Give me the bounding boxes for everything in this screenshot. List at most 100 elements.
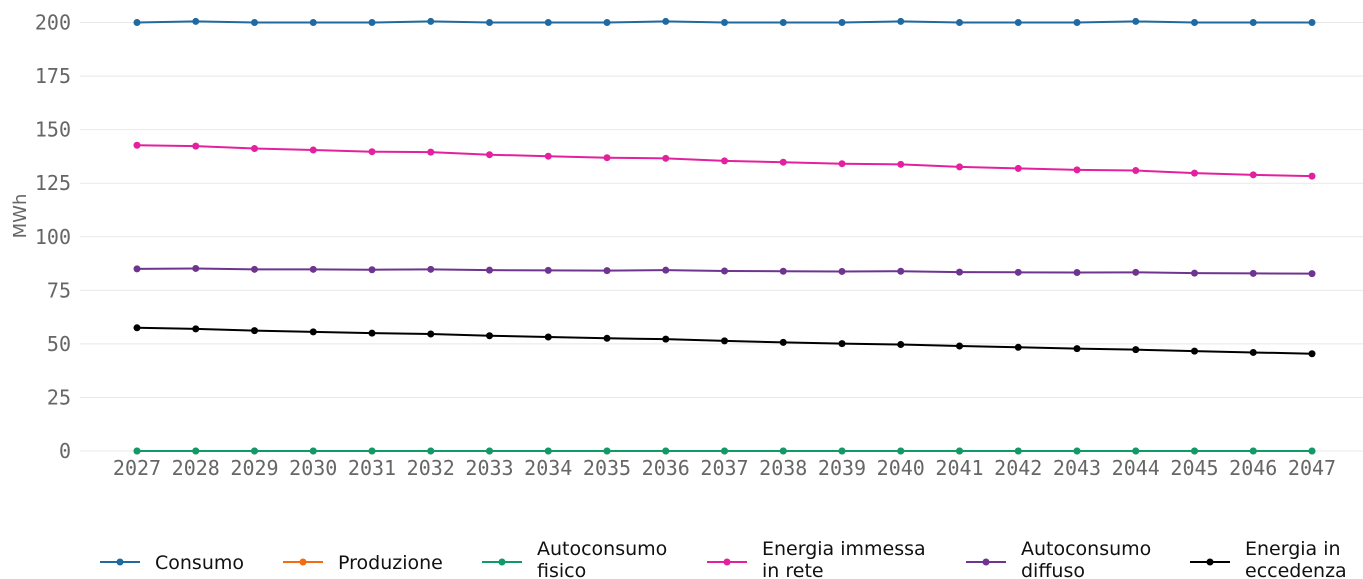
legend-swatch-marker	[498, 558, 506, 566]
x-tick-label: 2045	[1170, 456, 1218, 480]
x-tick-label: 2037	[700, 456, 748, 480]
x-tick-label: 2032	[407, 456, 455, 480]
legend-swatch-marker	[1206, 558, 1214, 566]
x-tick-label: 2044	[1112, 456, 1160, 480]
legend-swatch-marker	[982, 558, 990, 566]
legend-swatch-marker	[723, 558, 731, 566]
y-axis-label: MWh	[10, 194, 31, 239]
data-point	[1132, 268, 1140, 276]
legend-label: Autoconsumo	[537, 538, 667, 560]
data-point	[721, 447, 728, 455]
data-point	[897, 267, 905, 275]
y-tick-label: 175	[35, 64, 71, 88]
data-point	[1191, 447, 1198, 455]
data-point	[486, 447, 493, 455]
data-point	[1191, 269, 1198, 277]
x-axis: 2027 2028 2029 2030 2031 2032 2033 2034 2035 2036…	[113, 456, 1336, 480]
data-point	[1073, 447, 1081, 455]
data-point	[486, 151, 493, 159]
data-point	[956, 163, 963, 171]
data-point	[486, 332, 493, 340]
x-tick-label: 2040	[877, 456, 925, 480]
data-point	[721, 157, 728, 165]
x-tick-label: 2041	[935, 456, 983, 480]
x-tick-label: 2036	[642, 456, 690, 480]
data-point	[309, 19, 317, 26]
data-point	[1191, 169, 1198, 177]
data-point	[309, 328, 317, 336]
data-point	[779, 338, 787, 346]
data-point	[1249, 19, 1257, 26]
legend-label: fisico	[537, 560, 586, 579]
data-point	[1014, 447, 1022, 455]
y-tick-label: 200	[35, 11, 71, 35]
data-point	[133, 447, 141, 455]
data-point	[1014, 19, 1022, 26]
legend-swatch-marker	[116, 558, 124, 566]
series-3	[133, 447, 1316, 455]
legend-item: Produzione	[283, 552, 443, 574]
data-point	[897, 447, 905, 455]
data-point	[1249, 447, 1257, 455]
x-tick-label: 2046	[1229, 456, 1277, 480]
data-point	[1308, 447, 1316, 455]
data-point	[603, 154, 611, 162]
data-point	[662, 17, 670, 25]
data-point	[662, 154, 670, 162]
data-point	[1308, 172, 1316, 180]
data-point	[486, 19, 493, 26]
data-point	[838, 447, 846, 455]
data-point	[779, 19, 787, 26]
data-point	[192, 17, 200, 25]
data-point	[368, 447, 376, 455]
series-group	[133, 17, 1316, 455]
data-point	[662, 335, 670, 343]
y-tick-label: 125	[35, 171, 71, 195]
legend-item: Consumo	[100, 552, 244, 574]
data-point	[897, 341, 905, 349]
x-tick-label: 2031	[348, 456, 396, 480]
series-5	[133, 264, 1316, 278]
data-point	[603, 19, 611, 26]
data-point	[427, 148, 435, 156]
data-point	[133, 19, 141, 26]
data-point	[1132, 447, 1140, 455]
data-point	[1073, 166, 1081, 174]
data-point	[662, 266, 670, 274]
y-tick-label: 50	[47, 332, 71, 356]
data-point	[544, 447, 552, 455]
data-point	[544, 152, 552, 160]
data-point	[544, 333, 552, 341]
data-point	[544, 266, 552, 274]
x-tick-label: 2034	[524, 456, 572, 480]
data-point	[1014, 164, 1022, 172]
data-point	[956, 342, 963, 350]
data-point	[779, 267, 787, 275]
series-6	[133, 324, 1316, 358]
data-point	[779, 447, 787, 455]
data-point	[251, 327, 258, 335]
data-point	[1132, 167, 1140, 175]
x-tick-label: 2042	[994, 456, 1042, 480]
data-point	[192, 325, 200, 333]
data-point	[368, 148, 376, 156]
data-point	[1249, 171, 1257, 179]
x-tick-label: 2027	[113, 456, 161, 480]
legend-label: Energia in	[1245, 538, 1341, 560]
data-point	[956, 447, 963, 455]
data-point	[897, 17, 905, 25]
legend-label: eccedenza	[1245, 560, 1347, 579]
data-point	[662, 447, 670, 455]
data-point	[838, 267, 846, 275]
data-point	[779, 158, 787, 166]
data-point	[603, 334, 611, 342]
data-point	[956, 268, 963, 276]
data-point	[544, 19, 552, 26]
data-point	[309, 146, 317, 154]
data-point	[603, 447, 611, 455]
